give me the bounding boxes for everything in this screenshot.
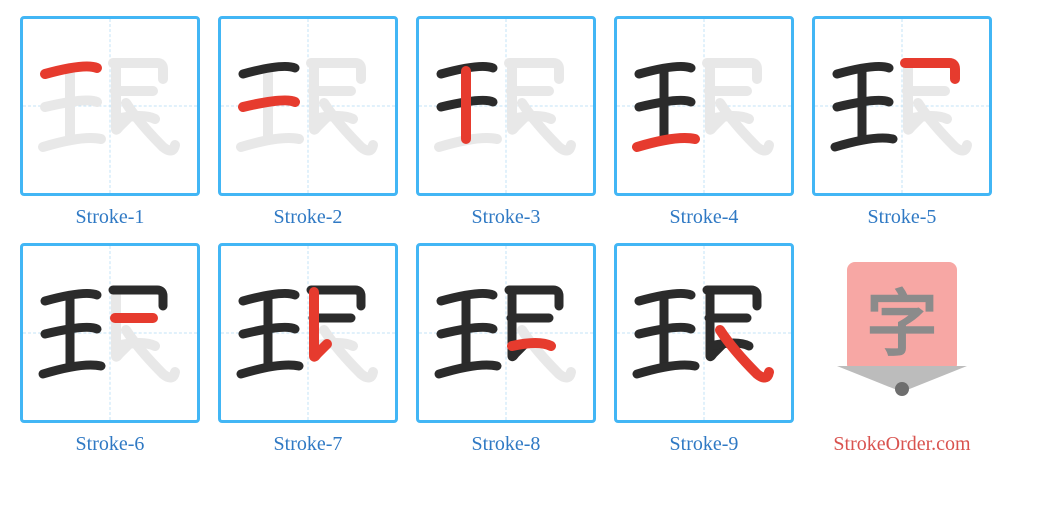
stroke-tile (812, 16, 992, 196)
current-stroke (637, 138, 695, 147)
stroke-cell: Stroke-2 (218, 16, 398, 229)
previous-stroke (43, 365, 101, 374)
stroke-label: Stroke-6 (76, 433, 145, 456)
glyph-svg (617, 19, 791, 193)
stroke-cell: Stroke-8 (416, 243, 596, 456)
current-stroke (45, 66, 97, 74)
stroke-label: Stroke-1 (76, 206, 145, 229)
ghost-stroke (918, 103, 967, 151)
stroke-label: Stroke-3 (472, 206, 541, 229)
glyph-svg (815, 19, 989, 193)
stroke-cell: Stroke-3 (416, 16, 596, 229)
glyph-svg (419, 19, 593, 193)
stroke-label: Stroke-2 (274, 206, 343, 229)
logo-tile: 字 (812, 243, 992, 423)
stroke-cell: Stroke-4 (614, 16, 794, 229)
stroke-label: Stroke-9 (670, 433, 739, 456)
previous-stroke (637, 365, 695, 374)
ghost-stroke (720, 103, 769, 151)
ghost-stroke (126, 103, 175, 151)
stroke-tile (614, 243, 794, 423)
stroke-label: Stroke-4 (670, 206, 739, 229)
ghost-stroke (324, 103, 373, 151)
glyph-svg (617, 246, 791, 420)
previous-stroke (241, 365, 299, 374)
glyph-svg (419, 246, 593, 420)
stroke-tile (614, 16, 794, 196)
pencil-lead (895, 382, 909, 396)
stroke-cell: Stroke-5 (812, 16, 992, 229)
logo-site-label[interactable]: StrokeOrder.com (833, 433, 970, 456)
stroke-tile (20, 16, 200, 196)
current-stroke (314, 292, 327, 357)
stroke-cell: Stroke-7 (218, 243, 398, 456)
ghost-stroke (126, 330, 175, 378)
ghost-stroke (241, 138, 299, 147)
previous-stroke (439, 365, 497, 374)
stroke-label: Stroke-8 (472, 433, 541, 456)
glyph-svg (23, 246, 197, 420)
stroke-cell: Stroke-1 (20, 16, 200, 229)
glyph-svg (221, 246, 395, 420)
stroke-tile (20, 243, 200, 423)
stroke-tile (416, 16, 596, 196)
current-stroke (720, 330, 769, 378)
stroke-cell: Stroke-6 (20, 243, 200, 456)
ghost-stroke (522, 103, 571, 151)
previous-stroke (835, 138, 893, 147)
pencil-icon (837, 366, 967, 404)
logo-char: 字 (847, 262, 957, 372)
stroke-label: Stroke-5 (868, 206, 937, 229)
current-stroke (243, 100, 295, 107)
stroke-label: Stroke-7 (274, 433, 343, 456)
ghost-stroke (324, 330, 373, 378)
glyph-svg (221, 19, 395, 193)
ghost-stroke (43, 138, 101, 147)
stroke-tile (218, 16, 398, 196)
glyph-svg (23, 19, 197, 193)
logo-cell: 字 StrokeOrder.com (812, 243, 992, 456)
ghost-stroke (522, 330, 571, 378)
stroke-cell: Stroke-9 (614, 243, 794, 456)
current-stroke (512, 343, 551, 346)
stroke-tile (416, 243, 596, 423)
stroke-grid: Stroke-1 Stroke-2 Stroke-3 Stroke-4 Stroke-5… (20, 16, 1030, 456)
stroke-tile (218, 243, 398, 423)
